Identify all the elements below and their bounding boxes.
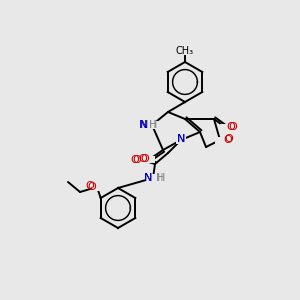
Text: O: O [132, 155, 141, 165]
Text: N: N [144, 173, 152, 183]
Text: O: O [226, 122, 235, 132]
Text: N: N [139, 120, 147, 130]
Text: H: H [157, 173, 165, 183]
Text: N: N [144, 173, 152, 183]
Text: O: O [223, 135, 232, 145]
Bar [215, 136, 225, 143]
Text: O: O [130, 155, 139, 165]
Text: O: O [140, 154, 149, 164]
Text: CH₃: CH₃ [176, 46, 194, 56]
Bar [176, 136, 186, 143]
Text: N: N [140, 120, 148, 130]
Text: H: H [149, 120, 158, 130]
Text: O: O [228, 122, 237, 132]
Bar [145, 155, 155, 163]
Text: O: O [224, 134, 233, 144]
Text: H: H [149, 120, 156, 130]
Bar [146, 174, 160, 182]
Text: N: N [177, 134, 185, 144]
Bar [92, 184, 102, 190]
Text: N: N [177, 134, 185, 144]
Bar [137, 157, 147, 164]
Bar [145, 121, 159, 129]
Text: O: O [87, 182, 96, 192]
Text: O: O [85, 181, 94, 191]
Text: O: O [138, 154, 147, 164]
Text: H: H [156, 173, 164, 183]
Bar [220, 124, 230, 130]
